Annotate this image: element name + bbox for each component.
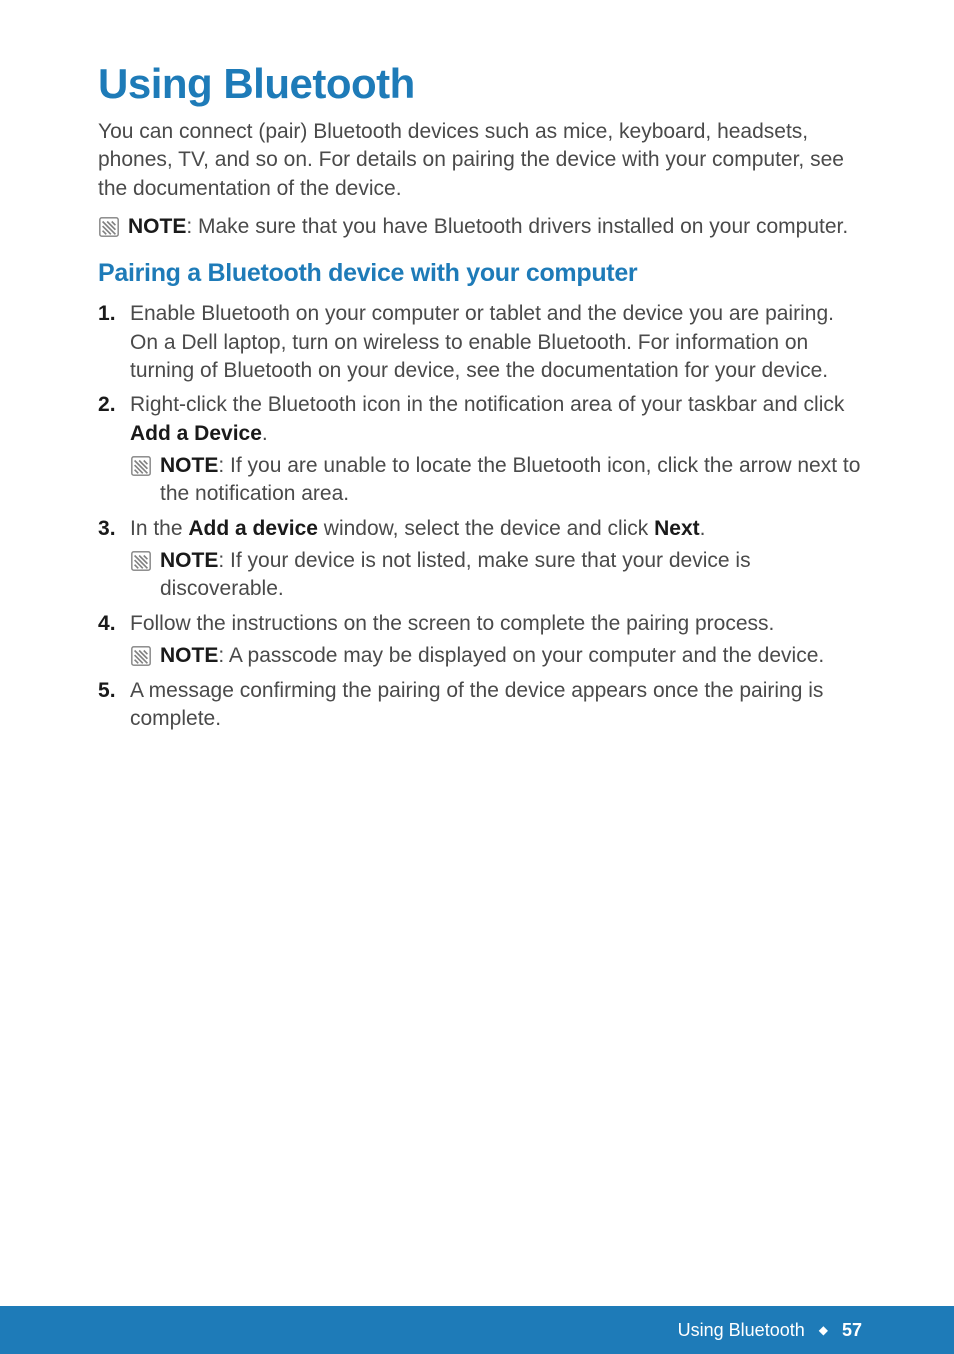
note-body: : A passcode may be displayed on your co… [218, 644, 824, 667]
step-text: Follow the instructions on the screen to… [130, 612, 774, 635]
step-1: Enable Bluetooth on your computer or tab… [98, 300, 862, 385]
step-5: A message confirming the pairing of the … [98, 677, 862, 734]
step-text: A message confirming the pairing of the … [130, 679, 823, 730]
note-icon [130, 645, 152, 667]
bold-term: Add a Device [130, 422, 262, 445]
step-2: Right-click the Bluetooth icon in the no… [98, 391, 862, 508]
note-label: NOTE [160, 644, 218, 667]
page-content: Using Bluetooth You can connect (pair) B… [0, 0, 954, 733]
step-note: NOTE: A passcode may be displayed on you… [130, 642, 862, 670]
note-label: NOTE [160, 454, 218, 477]
note-icon [130, 455, 152, 477]
step-3: In the Add a device window, select the d… [98, 515, 862, 604]
footer-section: Using Bluetooth [678, 1320, 805, 1341]
step-text: In the [130, 517, 188, 540]
step-4: Follow the instructions on the screen to… [98, 610, 862, 671]
bold-term: Next [654, 517, 700, 540]
page-footer: Using Bluetooth ◆ 57 [0, 1306, 954, 1354]
note-icon [98, 216, 120, 238]
step-note: NOTE: If your device is not listed, make… [130, 547, 862, 604]
step-text: Enable Bluetooth on your computer or tab… [130, 302, 834, 325]
top-note: NOTE: Make sure that you have Bluetooth … [98, 213, 862, 241]
step-after: . [700, 517, 706, 540]
step-extra: On a Dell laptop, turn on wireless to en… [130, 331, 828, 382]
note-label: NOTE [128, 215, 186, 238]
note-body: : Make sure that you have Bluetooth driv… [186, 215, 848, 238]
note-label: NOTE [160, 549, 218, 572]
step-mid: window, select the device and click [318, 517, 654, 540]
note-text: NOTE: If your device is not listed, make… [160, 547, 862, 604]
note-body: : If your device is not listed, make sur… [160, 549, 751, 600]
bold-term: Add a device [188, 517, 318, 540]
step-note: NOTE: If you are unable to locate the Bl… [130, 452, 862, 509]
note-body: : If you are unable to locate the Blueto… [160, 454, 860, 505]
section-heading: Pairing a Bluetooth device with your com… [98, 259, 862, 288]
intro-paragraph: You can connect (pair) Bluetooth devices… [98, 118, 862, 203]
note-text: NOTE: A passcode may be displayed on you… [160, 642, 824, 670]
page-title: Using Bluetooth [98, 60, 862, 108]
step-after: . [262, 422, 268, 445]
diamond-icon: ◆ [819, 1323, 828, 1337]
step-text: Right-click the Bluetooth icon in the no… [130, 393, 844, 416]
note-icon [130, 550, 152, 572]
page-number: 57 [842, 1320, 862, 1341]
steps-list: Enable Bluetooth on your computer or tab… [98, 300, 862, 733]
note-text: NOTE: If you are unable to locate the Bl… [160, 452, 862, 509]
top-note-text: NOTE: Make sure that you have Bluetooth … [128, 213, 848, 241]
